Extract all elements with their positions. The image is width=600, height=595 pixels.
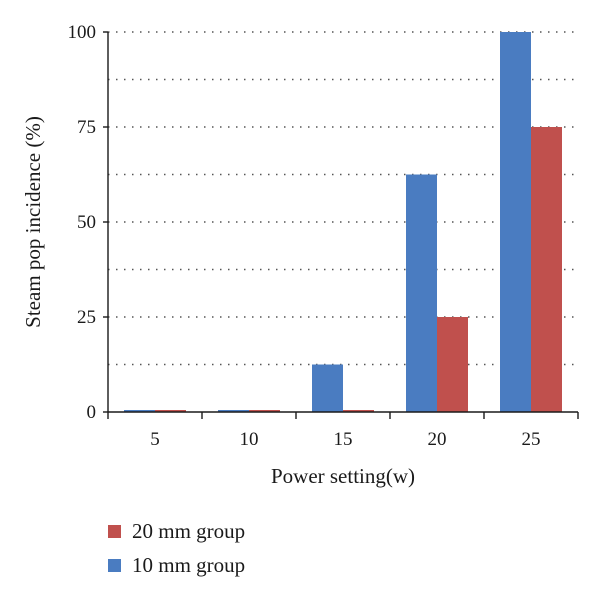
x-tick-label-15: 15 xyxy=(334,429,353,450)
x-tick-labels: 5 10 15 20 25 xyxy=(150,429,540,450)
legend-swatch-10mm xyxy=(108,558,121,572)
y-axis-title: Steam pop incidence (%) xyxy=(21,116,45,328)
x-tick-label-5: 5 xyxy=(150,429,160,450)
bar-10-mm-group-25 xyxy=(500,32,531,412)
y-tick-labels: 0 25 50 75 100 xyxy=(68,22,97,423)
x-tick-label-10: 10 xyxy=(240,429,259,450)
axes xyxy=(103,31,579,419)
x-axis-title: Power setting(w) xyxy=(271,464,415,488)
bars xyxy=(124,32,562,412)
y-tick-label-4: 100 xyxy=(68,22,97,43)
legend-item-20mm: 20 mm group xyxy=(108,514,245,548)
bar-10-mm-group-10 xyxy=(218,410,249,412)
bar-20-mm-group-10 xyxy=(249,410,280,412)
x-tick-label-20: 20 xyxy=(428,429,447,450)
legend: 20 mm group 10 mm group xyxy=(108,514,245,582)
y-tick-label-2: 50 xyxy=(77,212,96,233)
legend-item-10mm: 10 mm group xyxy=(108,548,245,582)
bar-20-mm-group-15 xyxy=(343,410,374,412)
y-tick-label-0: 0 xyxy=(87,402,97,423)
x-tick-label-25: 25 xyxy=(522,429,541,450)
bar-20-mm-group-20 xyxy=(437,317,468,412)
legend-label-10mm: 10 mm group xyxy=(132,552,246,577)
bar-10-mm-group-5 xyxy=(124,410,155,412)
bar-10-mm-group-15 xyxy=(312,364,343,412)
bar-20-mm-group-5 xyxy=(155,410,186,412)
bar-chart: 0 25 50 75 100 5 10 15 20 25 Power setting(w) St… xyxy=(21,22,579,488)
bar-10-mm-group-20 xyxy=(406,174,437,412)
legend-label-20mm: 20 mm group xyxy=(132,518,246,543)
legend-swatch-20mm xyxy=(108,524,121,538)
y-tick-label-1: 25 xyxy=(77,307,96,328)
y-tick-label-3: 75 xyxy=(77,117,96,138)
bar-20-mm-group-25 xyxy=(531,127,562,412)
